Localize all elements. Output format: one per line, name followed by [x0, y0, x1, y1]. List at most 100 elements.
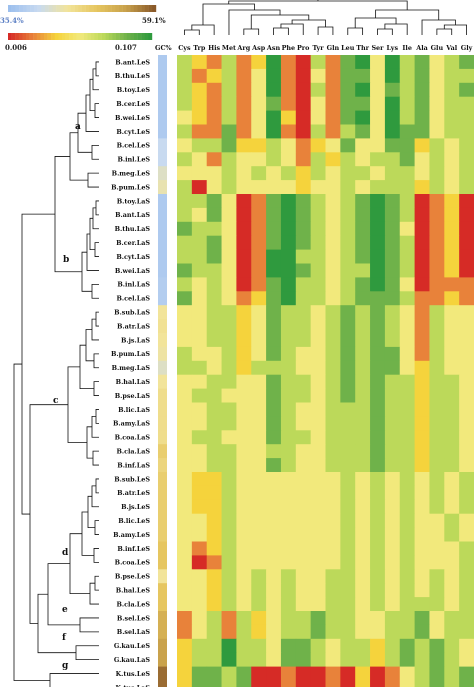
heatmap-cell [429, 110, 445, 125]
gc-strip-cell [158, 235, 167, 250]
heatmap-cell [459, 360, 474, 376]
heatmap-cell [429, 388, 445, 403]
heatmap-cells [177, 55, 474, 687]
heatmap-cell [191, 277, 208, 292]
column-dendrogram-branch [443, 24, 467, 35]
heatmap-cell [236, 249, 252, 264]
heatmap-cell [340, 138, 356, 153]
heatmap-cell [310, 458, 326, 473]
heatmap-cell [177, 346, 193, 362]
heatmap-cell [206, 541, 222, 556]
rscu-legend-swatch [58, 33, 63, 40]
heatmap-cell [370, 194, 386, 209]
heatmap-cell [295, 416, 312, 431]
heatmap-cell [325, 124, 341, 139]
row-label: B.meg.LaS [112, 364, 151, 372]
heatmap-cell [280, 82, 297, 98]
heatmap-cell [399, 583, 415, 598]
heatmap-cell [459, 485, 474, 501]
heatmap-cell [355, 666, 371, 681]
heatmap-cell [206, 333, 222, 348]
heatmap-cell [280, 416, 297, 431]
column-label: Ile [402, 44, 411, 52]
heatmap-cell [295, 346, 312, 362]
heatmap-cell [384, 124, 401, 139]
heatmap-cell [370, 569, 386, 584]
rscu-legend-swatch [144, 33, 149, 40]
row-dendrogram-branch [67, 366, 87, 443]
heatmap-cell [325, 263, 341, 278]
heatmap-cell [177, 207, 193, 223]
heatmap-cell [221, 638, 237, 654]
heatmap-cell [340, 96, 356, 111]
heatmap-cell [251, 416, 267, 431]
heatmap-cell [444, 430, 460, 445]
heatmap-cell [280, 263, 297, 278]
heatmap-cell [414, 277, 430, 292]
heatmap-cell [355, 555, 371, 570]
rscu-legend-swatch [87, 33, 91, 40]
heatmap-cell [384, 638, 401, 654]
gc-legend-swatch [11, 5, 16, 12]
row-label: B.amy.LeS [113, 531, 150, 539]
heatmap-cell [191, 333, 208, 348]
heatmap-cell [325, 277, 341, 292]
gc-legend-swatch [41, 5, 46, 12]
heatmap-cell [236, 638, 252, 654]
column-label: Met [222, 44, 236, 52]
heatmap-cell [295, 249, 312, 264]
heatmap-cell [370, 138, 386, 153]
heatmap-cell [444, 235, 460, 250]
heatmap-cell [191, 194, 208, 209]
column-label: Ala [415, 44, 428, 52]
heatmap-cell [310, 68, 326, 84]
heatmap-cell [295, 513, 312, 528]
heatmap-cell [414, 388, 430, 403]
heatmap-cell [191, 124, 208, 139]
heatmap-cell [384, 583, 401, 598]
heatmap-cell [177, 458, 193, 473]
rscu-legend-swatch [65, 33, 70, 40]
heatmap-cell [399, 221, 415, 237]
heatmap-cell [191, 444, 208, 459]
heatmap-cell [340, 360, 356, 376]
heatmap-cell [444, 277, 460, 292]
heatmap-cell [206, 611, 222, 626]
gc-strip-cell [158, 388, 167, 403]
heatmap-cell [370, 277, 386, 292]
heatmap-cell [370, 96, 386, 111]
heatmap-cell [399, 541, 415, 556]
gc-legend-swatch [22, 5, 27, 12]
heatmap-cell [325, 527, 341, 542]
heatmap-cell [251, 68, 267, 84]
heatmap-cell [251, 652, 267, 667]
row-dendrogram-branch [95, 61, 99, 77]
row-label: K.tus.LaS [116, 684, 151, 687]
heatmap-cell [266, 263, 282, 278]
heatmap-cell [310, 485, 326, 501]
heatmap-cell [399, 374, 415, 389]
gc-legend-swatch [122, 5, 127, 12]
heatmap-cell [414, 499, 430, 515]
row-label: B.ant.LeS [115, 58, 150, 66]
row-label: B.meg.LeS [112, 169, 151, 177]
heatmap-cell [429, 68, 445, 84]
heatmap-cell [384, 166, 401, 181]
heatmap-cell [384, 569, 401, 584]
rscu-max-label: 0.107 [115, 43, 137, 52]
heatmap-cell [429, 333, 445, 348]
heatmap-cell [325, 541, 341, 556]
heatmap-cell [355, 235, 371, 250]
gc-strip-cell [158, 207, 167, 223]
heatmap-cell [191, 680, 208, 687]
gc-strip-cell [158, 666, 167, 681]
gc-legend-swatch [100, 5, 105, 12]
heatmap-cell [370, 666, 386, 681]
heatmap-cell [384, 444, 401, 459]
heatmap-cell [355, 55, 371, 70]
heatmap-cell [355, 513, 371, 528]
heatmap-cell [266, 624, 282, 640]
heatmap-cell [295, 138, 312, 153]
row-dendrogram-branch [91, 416, 99, 438]
heatmap-cell [414, 597, 430, 612]
